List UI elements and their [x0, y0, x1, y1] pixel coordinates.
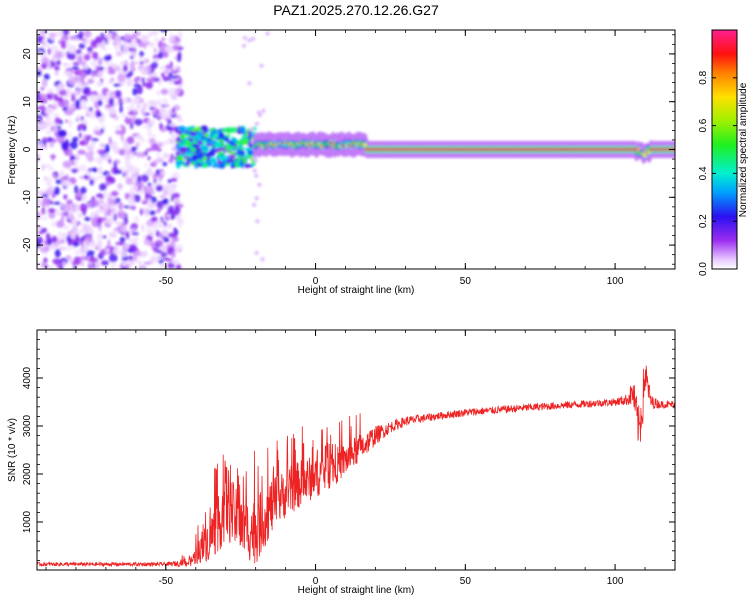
chart-title: PAZ1.2025.270.12.26.G27 — [273, 2, 439, 18]
top-y-tick-label: 10 — [22, 96, 33, 108]
spectrogram-heatmap — [37, 30, 675, 269]
top-y-tick-label: 20 — [22, 48, 33, 60]
colorbar-label: Normalized spectral amplitude — [738, 82, 749, 217]
top-y-tick-label: -20 — [22, 237, 33, 252]
top-x-axis-label: Height of straight line (km) — [298, 285, 415, 296]
top-y-axis-label: Frequency (Hz) — [7, 116, 18, 185]
colorbar-tick-label: 0.8 — [698, 70, 709, 84]
snr-frame — [36, 329, 676, 571]
bottom-x-tick-label: 50 — [460, 576, 472, 587]
bottom-y-axis-label: SNR (10 * v/v) — [7, 418, 18, 482]
colorbar-tick-label: 0.0 — [698, 262, 709, 276]
bottom-x-tick-label: 100 — [607, 576, 624, 587]
colorbar-gradient — [712, 30, 737, 269]
top-y-tick-label: -10 — [22, 190, 33, 205]
top-x-tick-label: 0 — [313, 276, 319, 287]
bottom-y-tick-label: 4000 — [22, 366, 33, 389]
bottom-y-tick-label: 2000 — [22, 462, 33, 485]
bottom-x-tick-label: 0 — [313, 576, 319, 587]
colorbar-tick-label: 0.2 — [698, 214, 709, 228]
snr-series-line — [37, 365, 675, 568]
bottom-y-tick-label: 3000 — [22, 414, 33, 437]
top-x-tick-label: 100 — [607, 276, 624, 287]
colorbar-tick-label: 0.4 — [698, 166, 709, 180]
colorbar: 0.0 0.2 0.4 0.6 0.8 Normalized spectral ampl… — [698, 29, 749, 276]
bottom-y-tick-label: 1000 — [22, 510, 33, 533]
bottom-x-axis-label: Height of straight line (km) — [298, 585, 415, 596]
top-y-tick-label: 0 — [22, 146, 33, 152]
bottom-x-tick-label: -50 — [159, 576, 174, 587]
colorbar-frame — [711, 29, 738, 270]
snr-panel: -50 0 50 100 1000 2000 3000 4000 Height of str… — [7, 329, 676, 596]
colorbar-tick-label: 0.6 — [698, 118, 709, 132]
spectrogram-panel: -50 0 50 100 -20 -10 0 10 20 Height of straight… — [7, 29, 676, 296]
top-x-tick-label: -50 — [159, 276, 174, 287]
top-x-tick-label: 50 — [460, 276, 472, 287]
